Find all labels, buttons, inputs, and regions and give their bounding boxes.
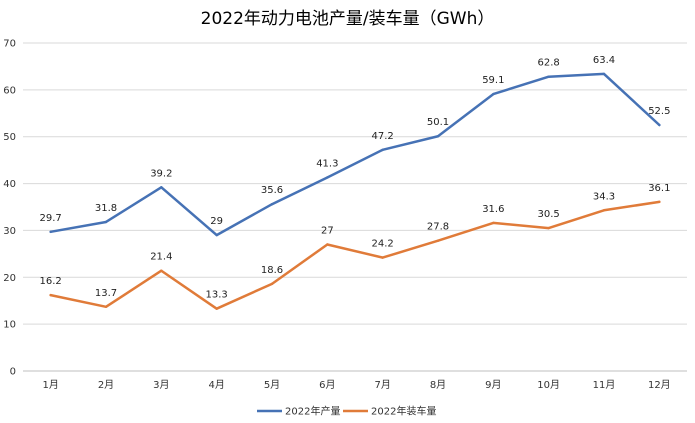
grid-layer (23, 42, 687, 372)
y-tick-label: 50 (3, 132, 16, 143)
data-point (160, 186, 163, 189)
x-tick-label: 8月 (430, 379, 446, 391)
y-tick-label: 20 (3, 273, 16, 284)
data-point (492, 92, 495, 96)
data-point (658, 200, 661, 204)
data-label: 13.3 (206, 290, 228, 301)
data-point (381, 256, 384, 259)
data-label: 18.6 (261, 265, 283, 276)
x-tick-label: 1月 (42, 379, 58, 391)
data-point (547, 226, 550, 230)
legend-label: 2022年产量 (285, 405, 340, 418)
x-tick-label: 3月 (153, 379, 169, 391)
y-tick-label: 10 (3, 320, 16, 331)
data-label: 50.1 (427, 117, 449, 128)
legend: 2022年产量 2022年装车量 (257, 405, 436, 418)
x-axis-ticks: 1月 2月 3月 4月 5月 6月 7月 8月 9月 10月 11月 12月 (42, 379, 670, 391)
y-tick-label: 30 (3, 226, 16, 237)
data-point (104, 220, 108, 224)
data-point (602, 72, 606, 76)
data-label: 29 (210, 216, 223, 227)
x-tick-label: 7月 (374, 379, 390, 391)
data-label: 39.2 (150, 168, 172, 179)
x-tick-label: 5月 (264, 379, 280, 391)
data-labels: 29.7 31.8 39.2 29 35.6 41.3 47.2 50.1 59.1 62.8 63… (40, 55, 671, 301)
x-tick-label: 11月 (593, 379, 616, 391)
chart-title: 2022年动力电池产量/装车量（GWh） (200, 9, 495, 29)
y-tick-label: 40 (3, 179, 16, 190)
data-label: 13.7 (95, 288, 117, 299)
data-label: 29.7 (40, 213, 62, 224)
x-tick-label: 12月 (648, 379, 671, 391)
data-label: 47.2 (372, 131, 394, 142)
x-tick-label: 9月 (485, 379, 501, 391)
series-layer (49, 72, 661, 310)
x-tick-label: 2月 (98, 379, 114, 391)
y-axis-ticks: 0 10 20 30 40 50 60 70 (3, 39, 16, 378)
series-line-2 (49, 200, 661, 310)
y-tick-label: 70 (3, 39, 16, 50)
data-point (215, 233, 218, 237)
data-point (270, 202, 274, 206)
data-label: 63.4 (593, 55, 615, 66)
data-label: 36.1 (648, 183, 670, 194)
data-label: 27 (321, 225, 334, 236)
data-label: 62.8 (538, 58, 560, 69)
data-point (270, 282, 274, 286)
data-point (326, 176, 329, 179)
data-point (436, 239, 440, 242)
y-tick-label: 0 (10, 367, 16, 378)
data-point (160, 269, 163, 272)
legend-label: 2022年装车量 (371, 405, 436, 418)
data-label: 31.8 (95, 203, 117, 214)
data-label: 21.4 (150, 252, 172, 263)
data-label: 27.8 (427, 222, 449, 233)
data-point (602, 209, 606, 212)
data-point (547, 75, 550, 78)
x-tick-label: 6月 (319, 379, 335, 391)
data-point (326, 243, 329, 246)
data-label: 35.6 (261, 185, 283, 196)
data-label: 59.1 (482, 75, 504, 86)
data-label: 16.2 (40, 276, 62, 287)
data-point (49, 230, 52, 234)
data-label: 34.3 (593, 191, 615, 202)
data-point (436, 135, 440, 138)
data-point (492, 221, 495, 225)
data-label: 41.3 (316, 158, 338, 169)
series-line-1 (49, 72, 661, 237)
data-label: 24.2 (372, 239, 394, 250)
x-tick-label: 4月 (208, 379, 224, 391)
x-tick-label: 10月 (537, 379, 560, 391)
data-point (658, 123, 661, 127)
data-label: 52.5 (648, 106, 670, 117)
data-label: 30.5 (538, 209, 560, 220)
data-point (104, 305, 108, 309)
y-tick-label: 60 (3, 85, 16, 96)
data-label: 31.6 (482, 204, 504, 215)
data-point (215, 307, 218, 310)
data-point (49, 293, 52, 297)
data-point (381, 148, 384, 152)
